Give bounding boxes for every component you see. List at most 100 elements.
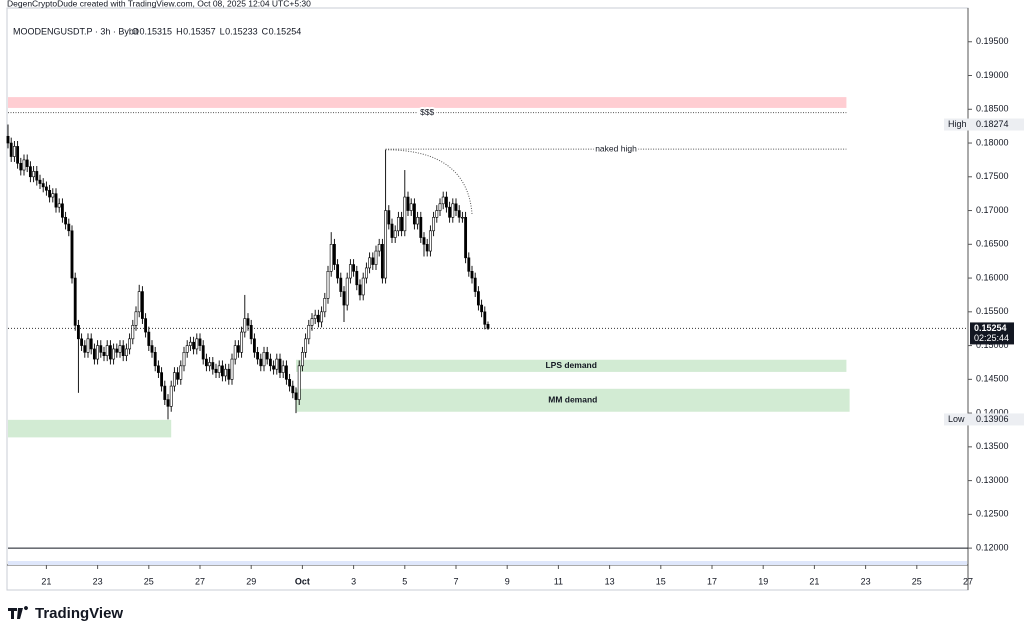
y-tick-label: 0.14000 (976, 407, 1009, 417)
candle-body (76, 325, 80, 340)
candle-body (454, 203, 458, 211)
zone (8, 419, 172, 438)
arc (385, 149, 473, 214)
y-tick-label: 0.15000 (976, 340, 1009, 350)
candle-body (387, 210, 391, 225)
candle-body (307, 325, 311, 340)
candle-body (115, 348, 119, 353)
ohlc-letter: O (132, 26, 139, 36)
x-tick-label: 15 (656, 576, 666, 586)
candle-body (380, 244, 384, 279)
credit: DegenCryptoDude created with TradingView… (7, 0, 311, 8)
low-label: Low (948, 414, 965, 424)
candle-body (272, 365, 276, 370)
candle-body (422, 237, 426, 245)
low-box (944, 413, 1024, 426)
y-tick-label: 0.18500 (976, 104, 1009, 114)
ohlc-value: 0.15254 (269, 26, 302, 36)
y-tick-label: 0.18000 (976, 137, 1009, 147)
candle-body (128, 338, 132, 350)
candle-body (396, 216, 400, 232)
candle-body (268, 358, 272, 367)
candle-body (364, 267, 368, 279)
y-tick-label: 0.17000 (976, 205, 1009, 215)
candle-body (99, 345, 103, 353)
ohlc-value: 0.15315 (140, 26, 173, 36)
candle-body (118, 345, 122, 353)
candle-body (377, 244, 381, 252)
candle-body (348, 264, 352, 279)
low-value: 0.13906 (976, 414, 1009, 424)
logo-text: TradingView (35, 605, 123, 622)
candle-body (73, 277, 77, 326)
candle-body (35, 171, 39, 181)
candle-body (188, 341, 192, 346)
candle-body (9, 142, 13, 157)
zone-label: LPS demand (545, 360, 596, 370)
y-tick-label: 0.19500 (976, 36, 1009, 46)
candle-body (438, 203, 442, 211)
symbol: MOODENGUSDT.P · 3h · Bybit (13, 26, 139, 36)
candle-body (476, 291, 480, 306)
candle-body (393, 230, 397, 238)
candle-body (172, 372, 176, 387)
candle-body (243, 318, 247, 333)
candle-body (435, 210, 439, 218)
candle-body (96, 345, 100, 360)
candle-body (64, 216, 68, 225)
candle-body (211, 362, 215, 370)
price-value: 0.15254 (974, 323, 1007, 333)
ohlc-letter: L (220, 26, 225, 36)
candle-body (342, 291, 346, 306)
y-tick-label: 0.13500 (976, 441, 1009, 451)
candle-body (208, 362, 212, 367)
candle-body (304, 338, 308, 353)
candle-body (89, 338, 93, 350)
y-tick-label: 0.12000 (976, 542, 1009, 552)
candle-body (147, 331, 151, 346)
candle-body (473, 277, 477, 292)
candle-body (51, 193, 55, 198)
candle-body (409, 203, 413, 211)
candle-body (83, 345, 87, 353)
candle-body (156, 365, 160, 373)
candle-body (169, 385, 173, 407)
y-tick-label: 0.12500 (976, 509, 1009, 519)
candle-body (425, 244, 429, 252)
candle-body (28, 166, 32, 178)
level-label: $$$ (420, 107, 434, 117)
candle-body (265, 352, 269, 360)
candle-body (134, 311, 138, 326)
x-tick-label: 17 (707, 576, 717, 586)
candle-body (252, 338, 256, 353)
candle-body (262, 352, 266, 367)
candle-body (281, 365, 285, 373)
price-box (970, 322, 1014, 345)
candle-body (124, 348, 128, 357)
y-tick-label: 0.15500 (976, 306, 1009, 316)
candle-body (345, 277, 349, 306)
x-tick-label: 7 (453, 576, 458, 586)
candle-body (80, 338, 84, 346)
y-tick-label: 0.16500 (976, 239, 1009, 249)
candle-body (300, 352, 304, 367)
candle-body (329, 244, 333, 272)
candle-body (256, 352, 260, 360)
candle-body (102, 352, 106, 357)
candle-body (291, 385, 295, 394)
candle-body (320, 311, 324, 323)
candle-body (451, 203, 455, 218)
candle-body (368, 257, 372, 269)
candle-body (406, 196, 410, 211)
candle-body (121, 345, 125, 357)
candle-body (57, 203, 61, 208)
candle-body (12, 146, 16, 157)
candle-body (92, 348, 96, 360)
candle-body (25, 159, 29, 167)
candle-body (44, 186, 48, 191)
high-value: 0.18274 (976, 119, 1009, 129)
candle-body (16, 146, 20, 164)
y-tick-label: 0.17500 (976, 171, 1009, 181)
